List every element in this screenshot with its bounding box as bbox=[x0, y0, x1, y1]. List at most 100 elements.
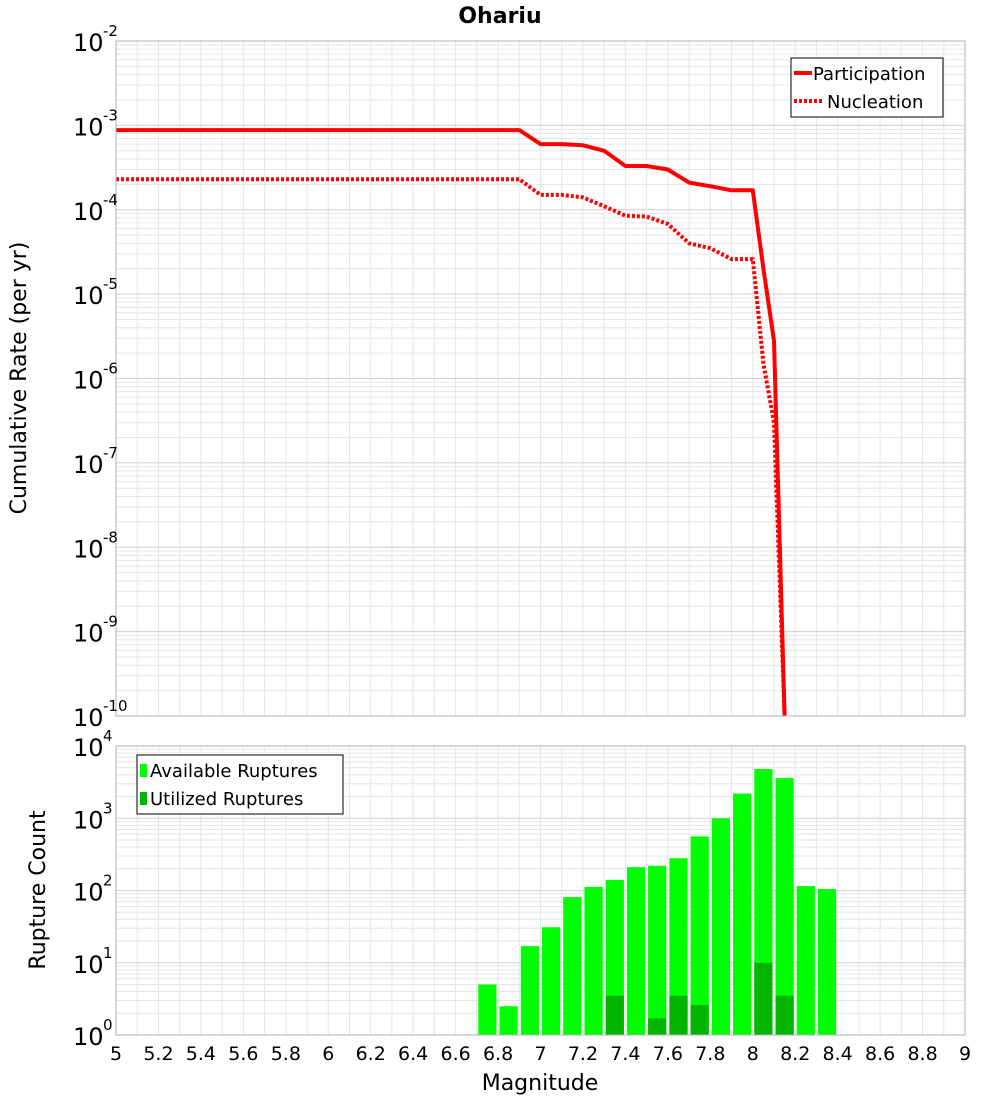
y-tick-label: 10 1 bbox=[73, 944, 113, 979]
available-ruptures-bar bbox=[542, 927, 561, 1035]
y-tick-base: 10 bbox=[73, 806, 104, 834]
available-ruptures-bar bbox=[648, 865, 667, 1035]
y-tick-base: 10 bbox=[73, 451, 104, 479]
utilized-legend-label: Utilized Ruptures bbox=[150, 789, 303, 810]
y-tick-label: 10 2 bbox=[73, 872, 113, 907]
y-tick-label: 10 4 bbox=[73, 727, 113, 762]
x-tick-label: 7.4 bbox=[610, 1043, 640, 1065]
participation-line bbox=[116, 128, 787, 717]
y-tick-label: 10 -5 bbox=[73, 275, 118, 310]
utilized-ruptures-bar bbox=[648, 1018, 667, 1035]
y-tick-base: 10 bbox=[73, 367, 104, 395]
available-ruptures-bar bbox=[584, 886, 603, 1035]
participation-legend-label: Participation bbox=[813, 64, 925, 85]
x-tick-label: 6 bbox=[322, 1043, 334, 1065]
x-tick-label: 5.8 bbox=[271, 1043, 301, 1065]
y-tick-base: 10 bbox=[73, 1023, 104, 1051]
y-tick-base: 10 bbox=[73, 879, 104, 907]
rupture-plot-bars bbox=[478, 769, 837, 1036]
rate-plot-y-label: Cumulative Rate (per yr) bbox=[7, 242, 32, 515]
rupture-plot-border bbox=[115, 745, 966, 1036]
y-tick-label: 10 -9 bbox=[73, 613, 118, 648]
y-tick-base: 10 bbox=[73, 704, 104, 732]
rate-plot-border bbox=[115, 40, 966, 717]
y-tick-exponent: -2 bbox=[103, 22, 118, 40]
y-tick-base: 10 bbox=[73, 198, 104, 226]
y-tick-base: 10 bbox=[73, 951, 104, 979]
y-tick-label: 10 -8 bbox=[73, 528, 118, 563]
available-ruptures-bar bbox=[733, 793, 752, 1035]
chart-title: Ohariu bbox=[458, 4, 541, 29]
utilized-ruptures-bar bbox=[690, 1005, 709, 1035]
utilized-legend-swatch bbox=[140, 792, 147, 805]
y-tick-exponent: 0 bbox=[103, 1016, 113, 1034]
y-tick-base: 10 bbox=[73, 734, 104, 762]
rate-plot-legend: Participation Nucleation bbox=[790, 57, 944, 118]
y-tick-label: 10 -4 bbox=[73, 191, 118, 226]
y-tick-exponent: -10 bbox=[103, 697, 128, 715]
y-tick-label: 10 -2 bbox=[73, 22, 118, 57]
y-tick-exponent: -5 bbox=[103, 275, 118, 293]
rate-legend-box bbox=[790, 57, 944, 118]
x-tick-label: 8 bbox=[747, 1043, 759, 1065]
rate-plot-y-ticks: 10-210-310-410-510-610-710-810-910-10 bbox=[73, 22, 128, 732]
y-tick-label: 10 -10 bbox=[73, 697, 128, 732]
y-tick-label: 10 -7 bbox=[73, 444, 118, 479]
available-ruptures-bar bbox=[690, 836, 709, 1035]
x-tick-label: 5 bbox=[110, 1043, 122, 1065]
available-ruptures-bar bbox=[478, 984, 497, 1035]
y-tick-base: 10 bbox=[73, 282, 104, 310]
x-tick-label: 5.6 bbox=[228, 1043, 258, 1065]
x-tick-label: 7 bbox=[534, 1043, 546, 1065]
available-ruptures-bar bbox=[499, 1006, 518, 1035]
y-tick-exponent: 3 bbox=[103, 799, 113, 817]
available-ruptures-bar bbox=[775, 778, 794, 1035]
rupture-plot-x-label: Magnitude bbox=[482, 1071, 599, 1096]
y-tick-base: 10 bbox=[73, 620, 104, 648]
rate-plot-grid bbox=[115, 41, 966, 717]
rupture-plot-y-label: Rupture Count bbox=[26, 810, 51, 970]
available-ruptures-bar bbox=[520, 946, 539, 1035]
y-tick-exponent: -4 bbox=[103, 191, 118, 209]
y-tick-base: 10 bbox=[73, 535, 104, 563]
x-tick-label: 6.4 bbox=[398, 1043, 428, 1065]
utilized-ruptures-bar bbox=[605, 995, 624, 1035]
y-tick-exponent: -8 bbox=[103, 528, 118, 546]
x-tick-label: 8.2 bbox=[780, 1043, 810, 1065]
available-ruptures-bar bbox=[563, 897, 582, 1035]
x-tick-label: 8.8 bbox=[907, 1043, 937, 1065]
rate-plot-panel: 10-210-310-410-510-610-710-810-910-10 Cu… bbox=[7, 22, 966, 732]
rupture-plot-legend: Available Ruptures Utilized Ruptures bbox=[136, 754, 344, 815]
y-tick-exponent: -6 bbox=[103, 360, 118, 378]
rupture-legend-box bbox=[136, 754, 344, 815]
nucleation-line bbox=[116, 177, 787, 717]
y-tick-exponent: -7 bbox=[103, 444, 118, 462]
x-tick-label: 6.6 bbox=[440, 1043, 470, 1065]
utilized-ruptures-bar bbox=[669, 995, 688, 1035]
available-ruptures-bar bbox=[669, 858, 688, 1035]
y-tick-exponent: -9 bbox=[103, 613, 118, 631]
x-tick-label: 7.8 bbox=[695, 1043, 725, 1065]
x-tick-label: 7.6 bbox=[653, 1043, 683, 1065]
y-tick-base: 10 bbox=[73, 113, 104, 141]
utilized-ruptures-bar bbox=[775, 995, 794, 1035]
available-legend-label: Available Ruptures bbox=[150, 761, 318, 782]
x-tick-label: 8.6 bbox=[865, 1043, 895, 1065]
y-tick-label: 10 -6 bbox=[73, 360, 118, 395]
y-tick-label: 10 3 bbox=[73, 799, 113, 834]
available-ruptures-bar bbox=[711, 818, 730, 1036]
x-tick-label: 8.4 bbox=[823, 1043, 853, 1065]
y-tick-exponent: 1 bbox=[103, 944, 113, 962]
y-tick-base: 10 bbox=[73, 29, 104, 57]
y-tick-exponent: 2 bbox=[103, 872, 113, 890]
rupture-plot-x-ticks: 5 5.2 5.4 5.6 5.8 6 6.2 6.4 6.6 6.8 7 7.2 7.4 7.6 7.8 8… bbox=[110, 1043, 971, 1065]
y-tick-label: 10 -3 bbox=[73, 106, 118, 141]
available-ruptures-bar bbox=[626, 867, 646, 1035]
x-tick-label: 5.2 bbox=[143, 1043, 173, 1065]
y-tick-label: 10 0 bbox=[73, 1016, 113, 1051]
y-tick-exponent: 4 bbox=[103, 727, 113, 745]
x-tick-label: 7.2 bbox=[568, 1043, 598, 1065]
